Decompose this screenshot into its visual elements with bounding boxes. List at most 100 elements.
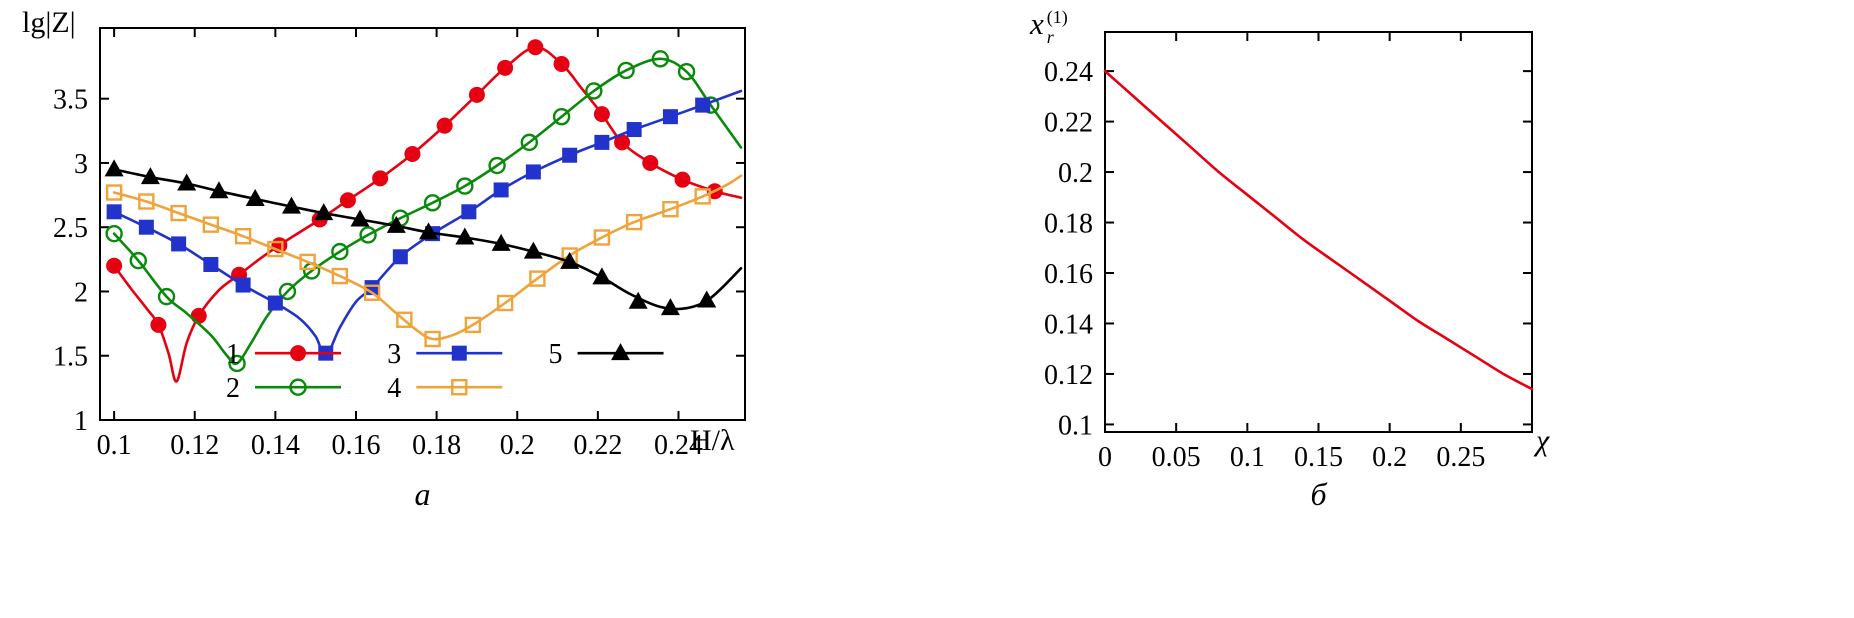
plot-border xyxy=(1104,31,1533,433)
figure-panel-b: 0 0.05 0.1 0.15 0.2 0.25 0.1 0.12 0.14 0.16 0.18 0.… xyxy=(1020,0,1640,618)
marker-square-open xyxy=(363,284,381,301)
marker-square-filled xyxy=(203,256,219,272)
legend-label-5: 5 xyxy=(549,339,563,370)
y-tick-label: 0.24 xyxy=(1044,57,1093,88)
marker-triangle-filled xyxy=(560,251,580,269)
series-5 xyxy=(104,159,743,316)
marker-square-filled xyxy=(461,204,477,220)
x-tick-label: 0.18 xyxy=(412,430,461,461)
marker-triangle-filled xyxy=(491,233,511,251)
marker-triangle-filled xyxy=(350,209,370,227)
marker-square-filled xyxy=(695,97,711,113)
marker-square-open xyxy=(105,184,123,201)
marker-square-filled xyxy=(626,122,642,138)
marker-square-open xyxy=(625,213,643,231)
y-tick-label: 2.5 xyxy=(53,213,88,244)
x-tick-label: 0.25 xyxy=(1436,442,1485,473)
marker-triangle-filled xyxy=(592,267,612,285)
marker-square-filled xyxy=(267,295,283,311)
marker-square-open xyxy=(464,316,482,334)
marker-square-filled xyxy=(138,219,154,235)
marker-circle-filled xyxy=(150,316,167,333)
marker-circle-filled xyxy=(593,106,610,123)
y-axis-label-b: x (1) r xyxy=(1030,6,1068,48)
series-xr1 xyxy=(1103,69,1534,391)
x-tick-label: 0.22 xyxy=(573,430,622,461)
marker-triangle-filled xyxy=(455,227,475,245)
marker-circle-filled xyxy=(468,86,485,103)
marker-circle-filled xyxy=(190,307,207,324)
legend-label-3: 3 xyxy=(387,339,401,370)
legend-label-4: 4 xyxy=(387,373,401,404)
legend-label-2: 2 xyxy=(226,373,240,404)
marker-circle-open xyxy=(585,82,603,100)
marker-square-open xyxy=(234,228,252,245)
y-tick-label: 0.18 xyxy=(1044,209,1093,240)
marker-circle-filled xyxy=(290,345,307,362)
series-1 xyxy=(106,39,743,383)
x-tick-label: 0.1 xyxy=(1230,442,1265,473)
y-label-base: x xyxy=(1030,6,1044,41)
marker-triangle-filled xyxy=(140,167,160,185)
plot-border xyxy=(99,27,746,421)
marker-square-open xyxy=(202,216,220,233)
legend-label-1: 1 xyxy=(226,339,240,370)
marker-triangle-filled xyxy=(660,298,680,316)
marker-circle-open xyxy=(359,226,377,244)
marker-triangle-filled xyxy=(177,173,197,191)
figure-panel-a: 0.1 0.12 0.14 0.16 0.18 0.2 0.22 0.24 1 1.5 2 2.5 3 3… xyxy=(0,0,830,618)
y-tick-label: 0.2 xyxy=(1058,158,1093,189)
marker-triangle-filled xyxy=(314,203,334,221)
y-tick-label: 3 xyxy=(74,149,88,180)
series-line-4 xyxy=(112,174,743,341)
marker-square-open xyxy=(396,311,413,328)
marker-circle-open xyxy=(488,156,506,175)
y-tick-label: 1 xyxy=(74,406,88,437)
marker-circle-filled xyxy=(106,257,123,274)
marker-circle-open xyxy=(520,133,539,152)
marker-triangle-filled xyxy=(281,196,301,214)
marker-square-filled xyxy=(493,182,509,198)
y-label-subscript: r xyxy=(1046,26,1054,47)
marker-circle-open xyxy=(651,50,670,68)
marker-circle-filled xyxy=(614,134,631,151)
marker-square-filled xyxy=(235,277,251,293)
marker-circle-filled xyxy=(436,117,453,134)
caption-b: б xyxy=(1310,476,1327,512)
x-tick-label: 0.2 xyxy=(500,430,535,461)
axes: 0 0.05 0.1 0.15 0.2 0.25 0.1 0.12 0.14 0.16 0.18 0.… xyxy=(1044,31,1533,473)
marker-triangle-filled xyxy=(628,291,648,309)
x-tick-label: 0.16 xyxy=(331,430,380,461)
marker-circle-open xyxy=(278,282,297,301)
y-tick-label: 0.16 xyxy=(1044,259,1093,290)
marker-circle-open xyxy=(677,62,696,81)
marker-circle-open xyxy=(129,251,147,270)
marker-circle-open xyxy=(157,287,176,306)
axes: 0.1 0.12 0.14 0.16 0.18 0.2 0.22 0.24 1 1.5 2 2.5 3 3… xyxy=(53,27,746,461)
marker-square-open xyxy=(170,204,187,222)
y-tick-label: 3.5 xyxy=(53,85,88,116)
marker-square-open xyxy=(299,253,316,271)
x-tick-label: 0.15 xyxy=(1294,442,1343,473)
marker-triangle-filled xyxy=(697,290,717,308)
x-tick-label: 0.05 xyxy=(1152,442,1201,473)
marker-square-open xyxy=(662,201,679,218)
marker-square-filled xyxy=(662,109,678,125)
marker-square-filled xyxy=(562,147,578,163)
marker-circle-filled xyxy=(339,192,356,209)
marker-square-filled xyxy=(392,249,408,265)
marker-triangle-filled xyxy=(523,241,543,259)
series-4 xyxy=(105,174,743,348)
marker-circle-filled xyxy=(404,145,421,162)
y-tick-label: 0.12 xyxy=(1044,360,1093,391)
marker-triangle-filled xyxy=(419,222,439,240)
y-tick-label: 0.1 xyxy=(1058,410,1093,441)
series-line-2 xyxy=(112,57,743,366)
x-axis-label-b: χ xyxy=(1536,424,1550,457)
marker-circle-open xyxy=(331,242,349,261)
y-label-superscript: (1) xyxy=(1046,7,1068,27)
marker-square-filled xyxy=(171,236,187,252)
x-tick-label: 0.1 xyxy=(97,430,132,461)
y-axis-label-a: lg|Z| xyxy=(22,6,76,39)
marker-triangle-filled xyxy=(611,343,631,361)
